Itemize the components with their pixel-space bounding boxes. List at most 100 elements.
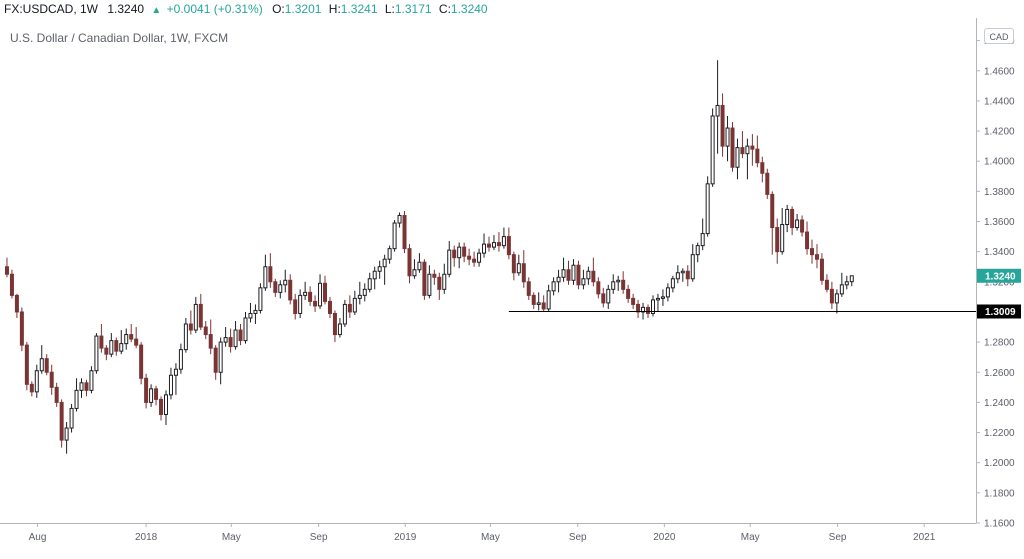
candle [596,277,601,299]
candle-body [516,263,521,274]
candle-body [581,278,586,286]
candle [755,135,760,168]
candle-body [149,388,154,403]
candle [84,379,89,397]
candle [496,232,501,252]
candle-body [24,344,29,385]
candle-body [273,281,278,293]
candle-body [834,293,839,304]
close-label: C: [438,2,451,16]
candle [213,345,218,380]
candle [149,384,154,407]
candle [506,227,511,260]
candle-body [134,338,139,346]
candle [64,422,69,454]
candle-body [104,347,109,355]
candle-body [770,193,775,229]
candle [367,272,372,293]
candle-body [347,303,352,313]
candle-body [263,266,268,289]
candle-body [710,115,715,185]
candlestick-chart[interactable]: 1.48001.46001.44001.42001.40001.38001.36… [0,18,1024,554]
candle-body [685,270,690,280]
chart-area[interactable]: 1.48001.46001.44001.42001.40001.38001.36… [0,18,1024,554]
candle [69,403,74,433]
candle [327,296,332,318]
candle-body [144,377,149,403]
candle [487,236,491,252]
x-tick-label: 2020 [653,532,676,543]
candle-body [631,297,636,305]
candle [258,283,263,314]
candle [780,207,785,255]
candle [427,265,432,299]
candle [700,218,705,251]
candle [44,354,49,376]
candle-body [621,279,626,290]
candle-body [780,224,785,253]
candle-body [501,236,506,247]
candle-body [327,300,332,314]
candle [129,324,134,343]
candle [834,289,839,314]
candle-body [541,302,546,310]
candle [571,259,576,285]
candle [839,272,844,297]
candle-body [178,349,183,370]
candle [730,122,735,172]
candle [670,275,675,293]
candle-body [154,388,159,400]
candle-body [660,296,665,299]
candle [248,302,253,323]
candle [253,304,258,325]
candle [819,253,824,285]
symbol-name[interactable]: FX:USDCAD, 1W [4,2,99,16]
candle-body [526,281,531,296]
candle-body [49,371,54,388]
candle-body [491,242,496,248]
candle-body [819,258,824,281]
candle-body [342,303,347,325]
x-tick-label: May [741,532,760,543]
candle [173,363,178,395]
candle [750,134,755,166]
x-tick-label: Sep [569,532,587,543]
candle [154,385,159,406]
candle [442,263,447,294]
candle [228,328,233,353]
candle-body [839,284,844,295]
candle [362,283,367,302]
x-tick-label: Sep [829,532,847,543]
candle-body [84,382,89,391]
y-tick-label: 1.3800 [984,187,1015,198]
candle [710,108,715,187]
candle [24,342,29,391]
candle [218,337,223,385]
candle [119,330,124,355]
candle [685,265,690,287]
currency-button[interactable]: CAD [984,28,1014,44]
candle [49,364,54,395]
candle [551,277,556,296]
candle-body [129,334,134,340]
candle-body [9,273,14,296]
candle-body [208,334,213,349]
candle-body [616,279,621,283]
candle-body [308,291,313,302]
candle [477,248,482,267]
candle-body [303,291,308,296]
candle-body [601,293,606,304]
candle-body [690,254,695,280]
candle-body [89,370,94,391]
y-tick-label: 1.3400 [984,247,1015,258]
candle-body [844,281,849,286]
candle [263,254,268,291]
candle-body [337,323,342,336]
candle-body [506,236,511,256]
candle [243,311,248,344]
candle-body [760,162,765,174]
candle [501,227,506,249]
candle-body [278,284,283,293]
candle [690,244,695,282]
candle [735,138,740,180]
